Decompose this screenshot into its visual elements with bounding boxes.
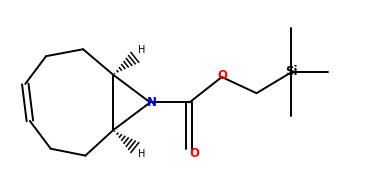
Text: O: O	[217, 69, 227, 82]
Text: O: O	[189, 147, 200, 160]
Text: H: H	[138, 150, 146, 159]
Text: H: H	[138, 45, 146, 55]
Text: Si: Si	[285, 65, 298, 79]
Text: N: N	[146, 96, 157, 109]
